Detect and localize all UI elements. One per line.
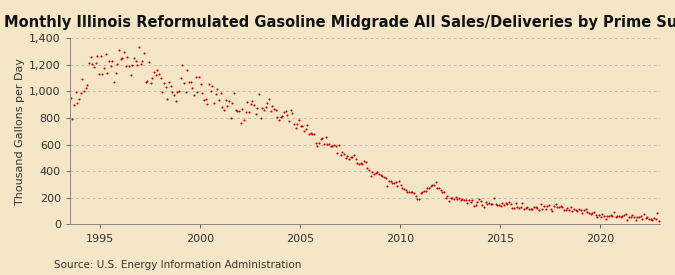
Title: Monthly Illinois Reformulated Gasoline Midgrade All Sales/Deliveries by Prime Su: Monthly Illinois Reformulated Gasoline M…: [4, 15, 675, 30]
Text: Source: U.S. Energy Information Administration: Source: U.S. Energy Information Administ…: [54, 260, 301, 270]
Y-axis label: Thousand Gallons per Day: Thousand Gallons per Day: [15, 58, 25, 205]
